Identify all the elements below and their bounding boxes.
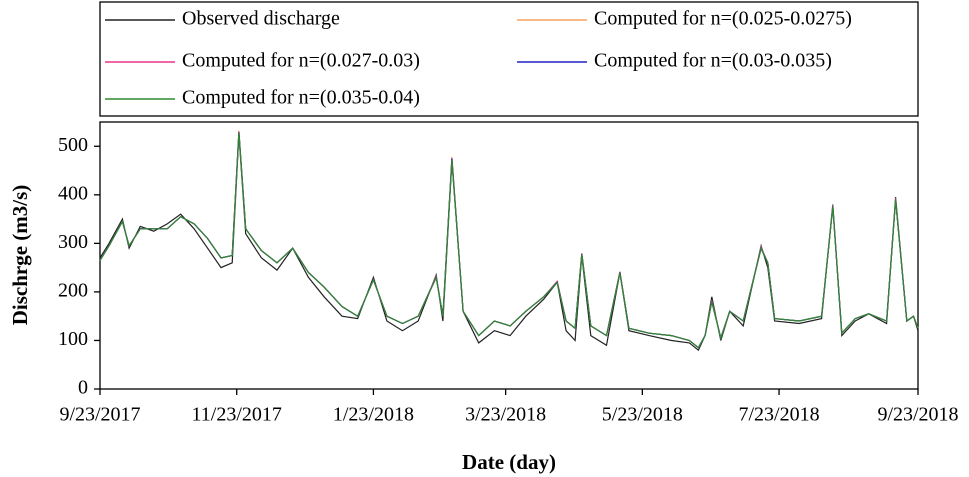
y-tick-label: 200 xyxy=(58,280,88,302)
series-line xyxy=(99,130,919,349)
legend-label: Computed for n=(0.03-0.035) xyxy=(594,50,832,72)
x-axis-title: Date (day) xyxy=(462,450,556,474)
legend-box xyxy=(99,1,919,117)
series-line xyxy=(99,132,919,349)
series-line xyxy=(99,132,919,349)
y-tick-label: 500 xyxy=(58,134,88,156)
y-tick-label: 0 xyxy=(78,377,88,399)
x-tick-label: 9/23/2018 xyxy=(877,404,958,426)
y-axis-title: Dischrge (m3/s) xyxy=(8,185,32,326)
x-tick-label: 1/23/2018 xyxy=(333,404,414,426)
legend-label: Computed for n=(0.027-0.03) xyxy=(182,50,420,72)
x-tick-label: 11/23/2017 xyxy=(192,404,282,426)
x-tick-label: 9/23/2017 xyxy=(59,404,140,426)
x-tick-label: 3/23/2018 xyxy=(465,404,546,426)
legend-label: Computed for n=(0.035-0.04) xyxy=(182,87,420,109)
legend-label: Observed discharge xyxy=(182,8,340,30)
legend-label: Computed for n=(0.025-0.0275) xyxy=(594,8,852,30)
plot-frame xyxy=(99,121,919,390)
y-tick-label: 400 xyxy=(58,182,88,204)
series-line xyxy=(99,131,919,349)
series-line xyxy=(99,134,919,352)
x-tick-label: 5/23/2018 xyxy=(602,404,683,426)
y-tick-label: 300 xyxy=(58,231,88,253)
x-tick-label: 7/23/2018 xyxy=(738,404,819,426)
y-tick-label: 100 xyxy=(58,328,88,350)
